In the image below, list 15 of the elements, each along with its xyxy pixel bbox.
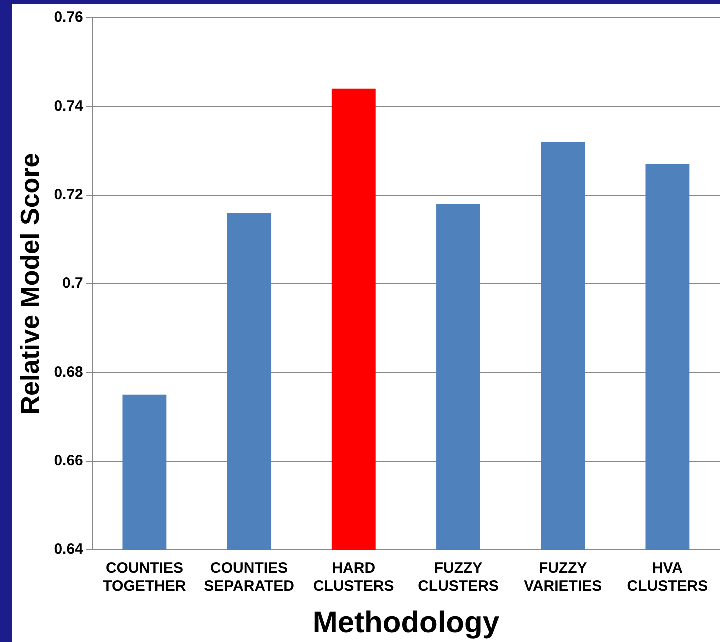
x-tick-label: COUNTIES SEPARATED [204,560,295,596]
y-tick-label: 0.68 [54,364,84,381]
y-tick-label: 0.7 [62,275,84,292]
x-tick-label: FUZZY VARIETIES [524,560,602,596]
x-axis-title: Methodology [312,606,500,640]
y-axis-title: Relative Model Score [14,153,45,415]
x-tick-label: FUZZY CLUSTERS [418,560,499,596]
x-tick-label: COUNTIES TOGETHER [103,560,186,596]
y-tick-label: 0.64 [54,541,84,558]
y-tick-label: 0.72 [54,186,84,204]
y-tick-label: 0.74 [54,98,84,115]
y-tick-label: 0.76 [54,9,84,26]
x-tick-label: HARD CLUSTERS [313,560,394,596]
y-tick-label: 0.66 [54,452,84,470]
x-tick-label: HVA CLUSTERS [627,560,708,596]
